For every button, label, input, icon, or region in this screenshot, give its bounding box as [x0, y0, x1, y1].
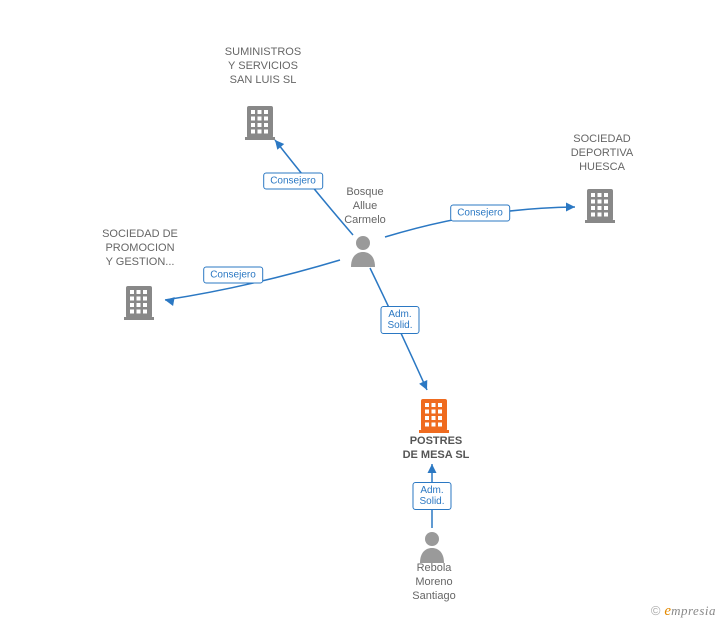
edge-label: Consejero	[263, 173, 323, 190]
edge-arrow	[566, 203, 575, 212]
copyright-symbol: ©	[651, 603, 661, 618]
person-icon	[348, 233, 378, 267]
node-label: Bosque Allue Carmelo	[335, 186, 395, 227]
building-icon	[419, 397, 449, 433]
building-icon	[124, 284, 154, 320]
edge-label: Adm. Solid.	[380, 306, 419, 334]
node-label: POSTRES DE MESA SL	[394, 435, 478, 463]
copyright: ©empresia	[651, 603, 716, 620]
node-label: Rebola Moreno Santiago	[404, 562, 464, 603]
person-icon	[417, 529, 447, 563]
node-label: SOCIEDAD DEPORTIVA HUESCA	[560, 133, 644, 174]
edge-label: Consejero	[450, 205, 510, 222]
brand-rest: mpresia	[671, 603, 716, 618]
edge-label: Adm. Solid.	[412, 482, 451, 510]
graph-canvas	[0, 0, 728, 630]
building-icon	[245, 104, 275, 140]
edge-label: Consejero	[203, 267, 263, 284]
node-label: SUMINISTROS Y SERVICIOS SAN LUIS SL	[218, 46, 308, 87]
edge-arrow	[428, 464, 437, 473]
edge-arrow	[165, 297, 175, 306]
edge-arrow	[275, 140, 284, 150]
node-label: SOCIEDAD DE PROMOCION Y GESTION...	[95, 228, 185, 269]
building-icon	[585, 187, 615, 223]
